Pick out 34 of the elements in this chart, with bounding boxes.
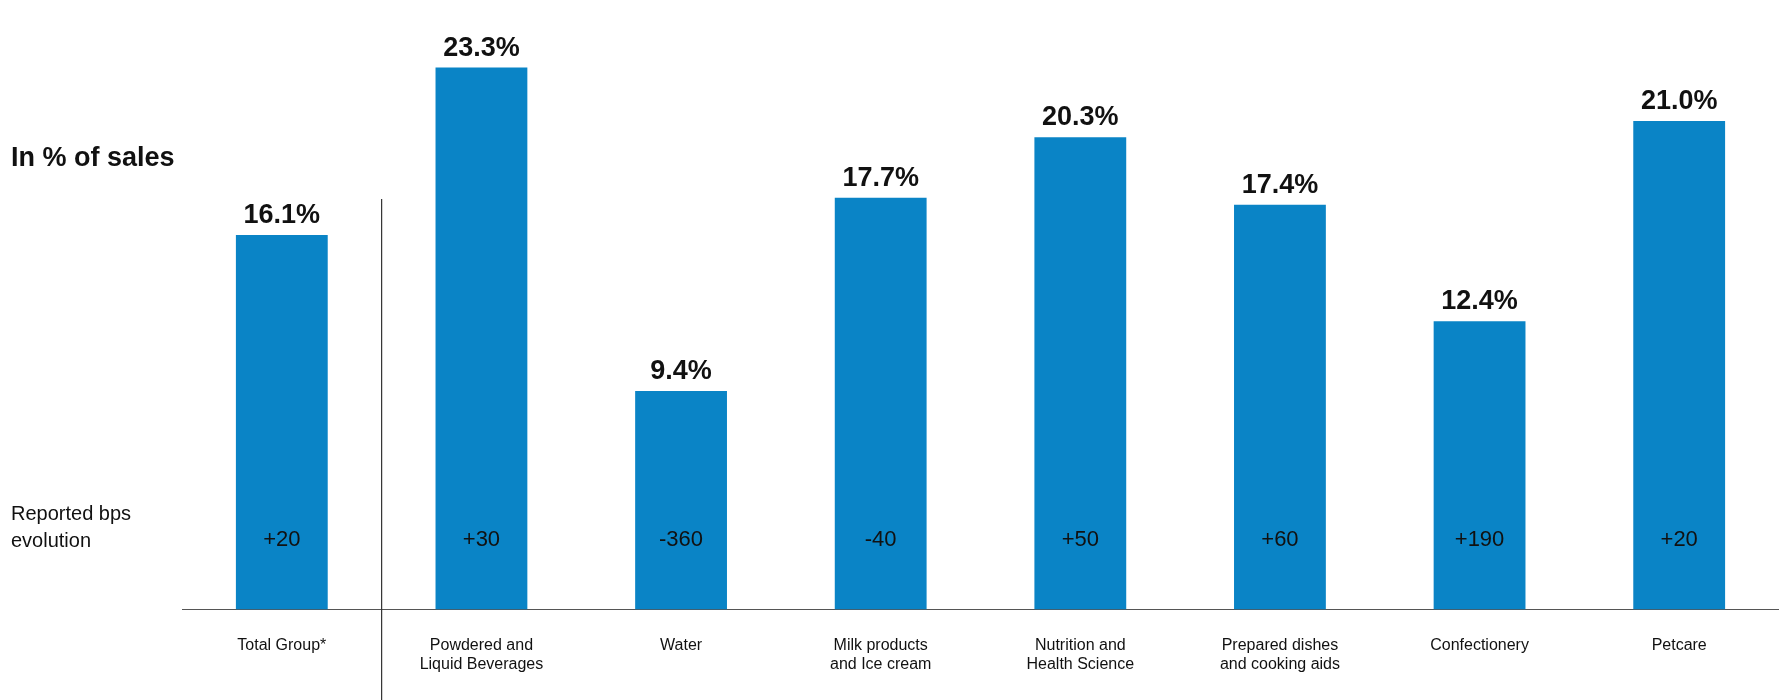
annotation: +190	[1454, 525, 1505, 551]
text: Reported bps evolution	[11, 501, 133, 553]
x-tick-label: Petcare	[1651, 635, 1707, 653]
annotation: +60	[1261, 525, 1299, 551]
x-tick-label: Nutrition and Health Science	[1026, 635, 1135, 672]
annotation: -40	[864, 525, 897, 551]
x-tick-label: Water	[660, 635, 703, 653]
bar	[235, 235, 328, 610]
annotation: +20	[1660, 525, 1698, 551]
x-tick-label: Total Group*	[237, 635, 327, 653]
data-label: 21.0%	[1640, 85, 1718, 116]
y-axis-title: In % of sales	[11, 142, 175, 173]
x-tick-label: Powdered and Liquid Beverages	[419, 635, 544, 672]
bar	[1633, 121, 1726, 610]
annotation: +30	[462, 525, 501, 551]
data-label: 9.4%	[650, 354, 712, 385]
bar	[1433, 321, 1526, 610]
bar	[635, 390, 727, 610]
annotation: +50	[1061, 525, 1099, 551]
bar	[435, 67, 528, 610]
annotation: -360	[659, 525, 704, 551]
x-tick-label: Milk products and Ice cream	[829, 635, 932, 672]
data-label: 20.3%	[1042, 101, 1119, 132]
data-label: 17.4%	[1241, 168, 1319, 199]
bar	[1034, 137, 1127, 610]
data-label: 23.3%	[443, 31, 520, 62]
data-label: 12.4%	[1441, 285, 1518, 316]
x-tick-label: Confectionery	[1430, 635, 1529, 653]
bar	[834, 197, 927, 610]
data-label: 17.7%	[842, 161, 919, 192]
x-tick-label: Prepared dishes and cooking aids	[1219, 635, 1340, 672]
annotation: +20	[263, 525, 301, 551]
data-label: 16.1%	[243, 199, 321, 229]
bar	[1234, 204, 1326, 610]
